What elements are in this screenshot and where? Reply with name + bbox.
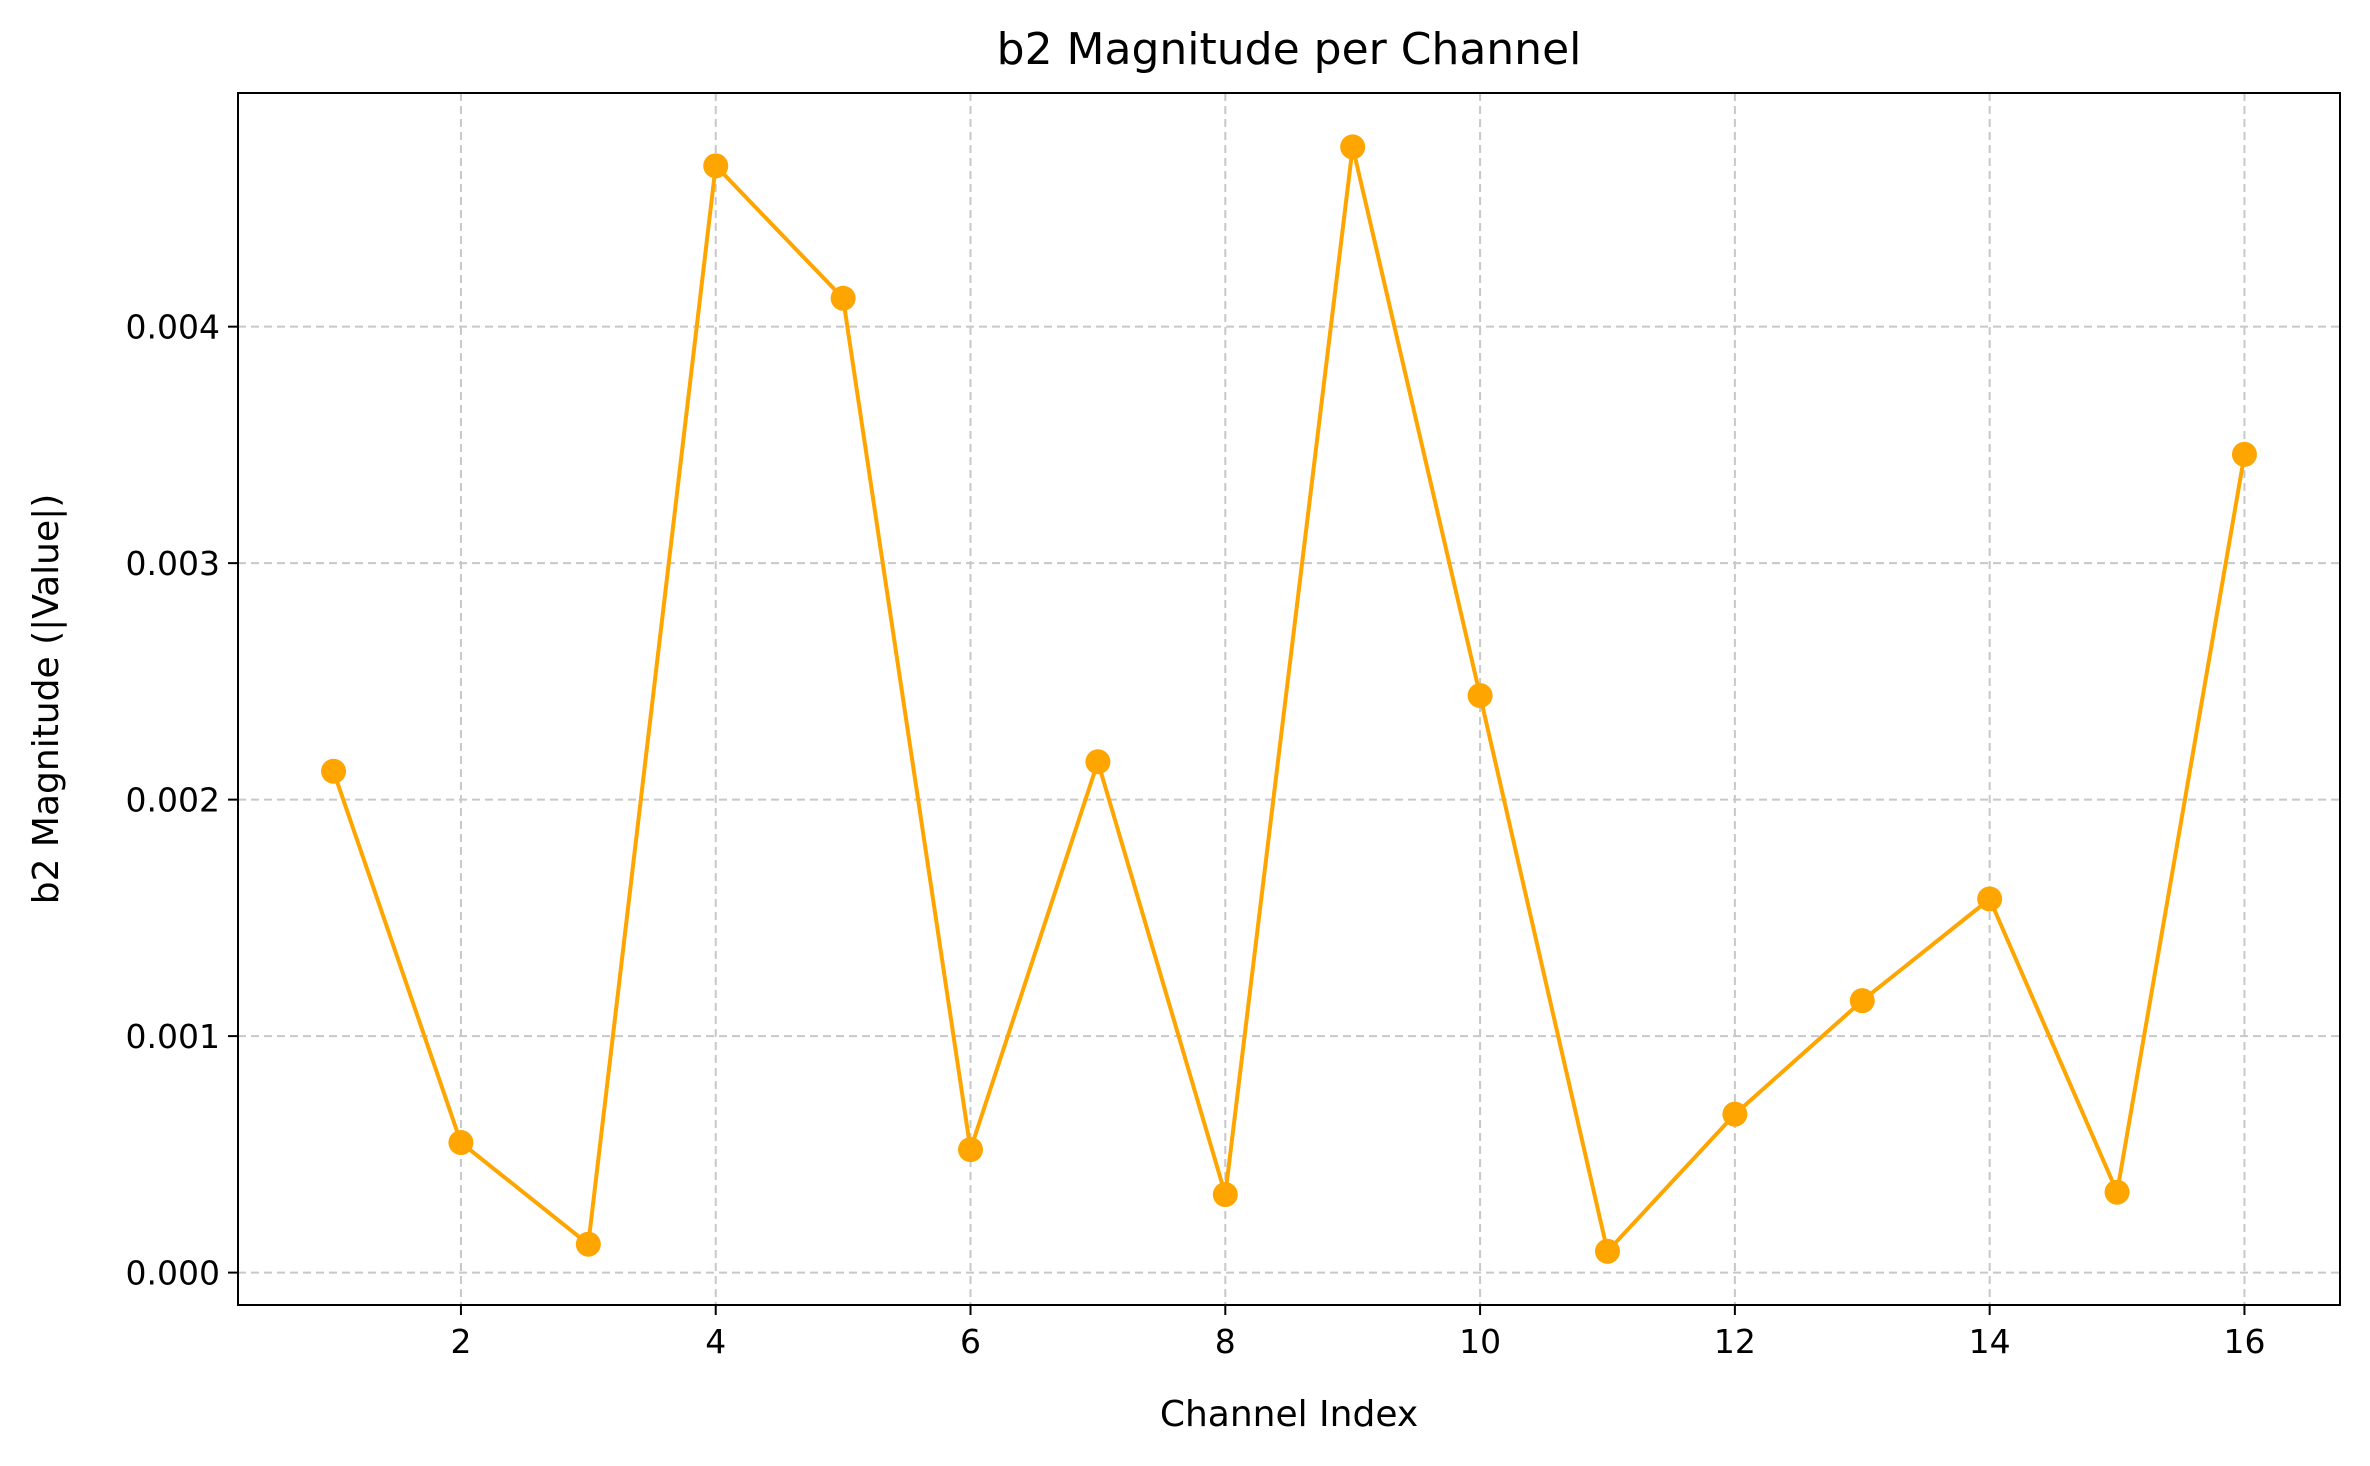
data-point [1849, 988, 1875, 1014]
x-tick-label: 8 [1215, 1322, 1236, 1361]
x-tick-label: 16 [2223, 1322, 2265, 1361]
ticks: 2 4 6 8 10 12 14 16 0.000 0.001 0.002 0.003 0.004 [126, 308, 2266, 1361]
data-point [1594, 1238, 1620, 1264]
y-tick-label: 0.004 [126, 308, 220, 347]
series-line [331, 144, 2247, 1254]
series-layer [321, 134, 2257, 1264]
chart-title: b2 Magnitude per Channel [997, 24, 1582, 75]
data-point [1212, 1182, 1238, 1208]
data-point [575, 1231, 601, 1257]
data-point [1977, 886, 2003, 912]
x-tick-label: 6 [960, 1322, 981, 1361]
y-axis-label: b2 Magnitude (|Value|) [26, 494, 67, 905]
data-point [1722, 1101, 1748, 1127]
x-axis-label: Channel Index [1160, 1394, 1418, 1435]
data-point [703, 153, 729, 179]
data-point [1340, 134, 1366, 160]
data-point [830, 285, 856, 311]
data-point [1467, 683, 1493, 709]
data-point [1085, 749, 1111, 775]
data-point [448, 1130, 474, 1156]
x-tick-label: 12 [1714, 1322, 1756, 1361]
y-tick-label: 0.000 [126, 1254, 220, 1293]
data-point [2104, 1179, 2130, 1205]
x-tick-label: 4 [705, 1322, 726, 1361]
data-point [958, 1137, 984, 1163]
plot-frame [237, 92, 2341, 1306]
x-tick-label: 2 [450, 1322, 471, 1361]
data-point [321, 758, 347, 784]
y-tick-label: 0.001 [126, 1017, 220, 1056]
y-tick-label: 0.003 [126, 544, 220, 583]
y-tick-label: 0.002 [126, 781, 220, 820]
x-tick-label: 14 [1969, 1322, 2011, 1361]
x-tick-label: 10 [1459, 1322, 1501, 1361]
data-point [2231, 441, 2257, 467]
